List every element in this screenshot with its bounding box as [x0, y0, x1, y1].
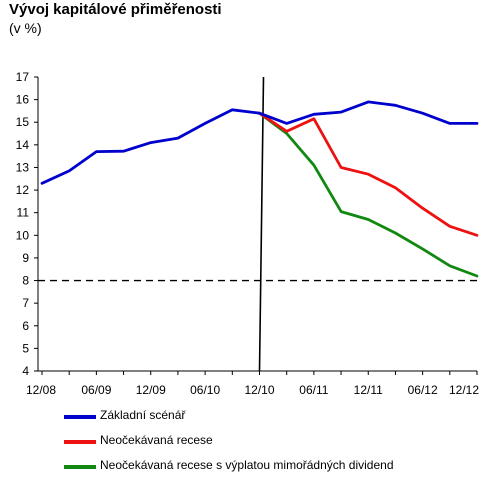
- x-tick-label: 06/12: [408, 383, 438, 397]
- y-tick-label: 16: [16, 93, 30, 107]
- chart-title: Vývoj kapitálové přiměřenosti: [9, 1, 222, 18]
- chart-legend: Základní scénář Neočekávaná recese Neoče…: [64, 406, 484, 481]
- legend-label-recession-dividends: Neočekávaná recese s výplatou mimořádnýc…: [100, 458, 394, 472]
- legend-swatch-baseline: [64, 415, 96, 419]
- y-tick-label: 13: [16, 160, 30, 174]
- legend-label-recession: Neočekávaná recese: [100, 433, 213, 447]
- legend-item-baseline: Základní scénář: [64, 406, 484, 431]
- divider-line-group: [258, 76, 265, 372]
- y-tick-label: 5: [22, 341, 29, 355]
- x-tick-label: 12/08: [26, 383, 56, 397]
- y-tick-label: 15: [16, 115, 30, 129]
- series-line-baseline: [40, 100, 479, 185]
- y-tick-label: 14: [16, 138, 30, 152]
- series-line-recession-dividends: [258, 111, 479, 278]
- legend-swatch-recession-dividends: [64, 465, 96, 469]
- legend-label-baseline: Základní scénář: [100, 408, 186, 422]
- x-tick-label: 12/09: [136, 383, 166, 397]
- y-tick-label: 10: [16, 228, 30, 242]
- y-tick-label: 9: [22, 251, 29, 265]
- y-tick-label: 11: [17, 206, 30, 220]
- legend-item-recession-dividends: Neočekávaná recese s výplatou mimořádnýc…: [64, 456, 484, 481]
- series-group: [40, 100, 479, 278]
- series-line-recession: [258, 111, 479, 237]
- line-chart: 4 5 6 7 8 9 10 11 12 13 14 15 16 17 12/08 06/09 12/09 06/…: [16, 70, 480, 397]
- x-tick-label: 12/10: [244, 383, 274, 397]
- y-tick-label: 12: [16, 183, 30, 197]
- x-tick-label: 06/09: [81, 383, 111, 397]
- chart-subtitle: (v %): [9, 20, 42, 36]
- legend-swatch-recession: [64, 440, 96, 444]
- x-tick-label: 12/11: [354, 383, 383, 397]
- legend-item-recession: Neočekávaná recese: [64, 431, 484, 456]
- y-tick-label: 8: [22, 274, 29, 288]
- forecast-divider-line: [258, 76, 265, 372]
- y-tick-label: 7: [22, 296, 29, 310]
- y-tick-label: 6: [22, 319, 29, 333]
- x-tick-label: 12/12: [449, 383, 479, 397]
- y-tick-label: 4: [22, 364, 29, 378]
- x-tick-label: 06/11: [299, 383, 328, 397]
- chart-axes: 4 5 6 7 8 9 10 11 12 13 14 15 16 17 12/08 06/09 12/09 06/…: [16, 70, 480, 397]
- x-tick-label: 06/10: [190, 383, 220, 397]
- y-tick-label: 17: [16, 70, 30, 84]
